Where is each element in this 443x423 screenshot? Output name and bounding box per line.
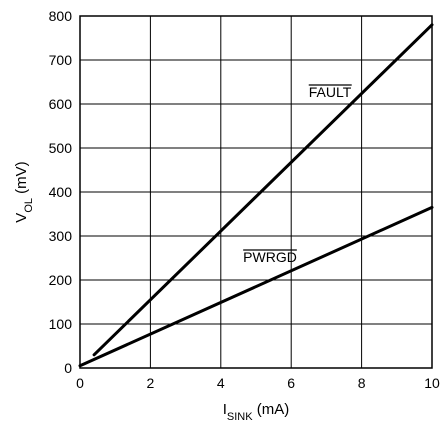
series-line-fault xyxy=(92,23,434,357)
x-tick-label: 4 xyxy=(217,375,225,391)
y-tick-label: 600 xyxy=(49,96,73,112)
y-tick-label: 100 xyxy=(49,316,73,332)
x-tick-label: 0 xyxy=(76,375,84,391)
x-tick-label: 6 xyxy=(287,375,295,391)
y-tick-label: 700 xyxy=(49,52,73,68)
series-labels: FAULT PWRGD xyxy=(243,84,352,265)
y-tick-label: 400 xyxy=(49,184,73,200)
y-tick-label: 0 xyxy=(64,360,72,376)
x-tick-label: 2 xyxy=(147,375,155,391)
y-tick-label: 200 xyxy=(49,272,73,288)
y-tick-label: 800 xyxy=(49,8,73,24)
plot-frame xyxy=(79,15,433,369)
series-label-pwrgd: PWRGD xyxy=(243,249,297,265)
series-layer xyxy=(78,23,434,368)
y-tick-label: 300 xyxy=(49,228,73,244)
x-axis-label: ISINK (mA) xyxy=(223,401,290,423)
series-label-fault: FAULT xyxy=(309,84,352,100)
y-tick-label: 500 xyxy=(49,140,73,156)
series-line-pwrgd xyxy=(78,205,434,368)
x-tick-label: 8 xyxy=(358,375,366,391)
x-tick-label: 10 xyxy=(424,375,440,391)
y-axis-label: VOL (mV) xyxy=(13,161,35,222)
